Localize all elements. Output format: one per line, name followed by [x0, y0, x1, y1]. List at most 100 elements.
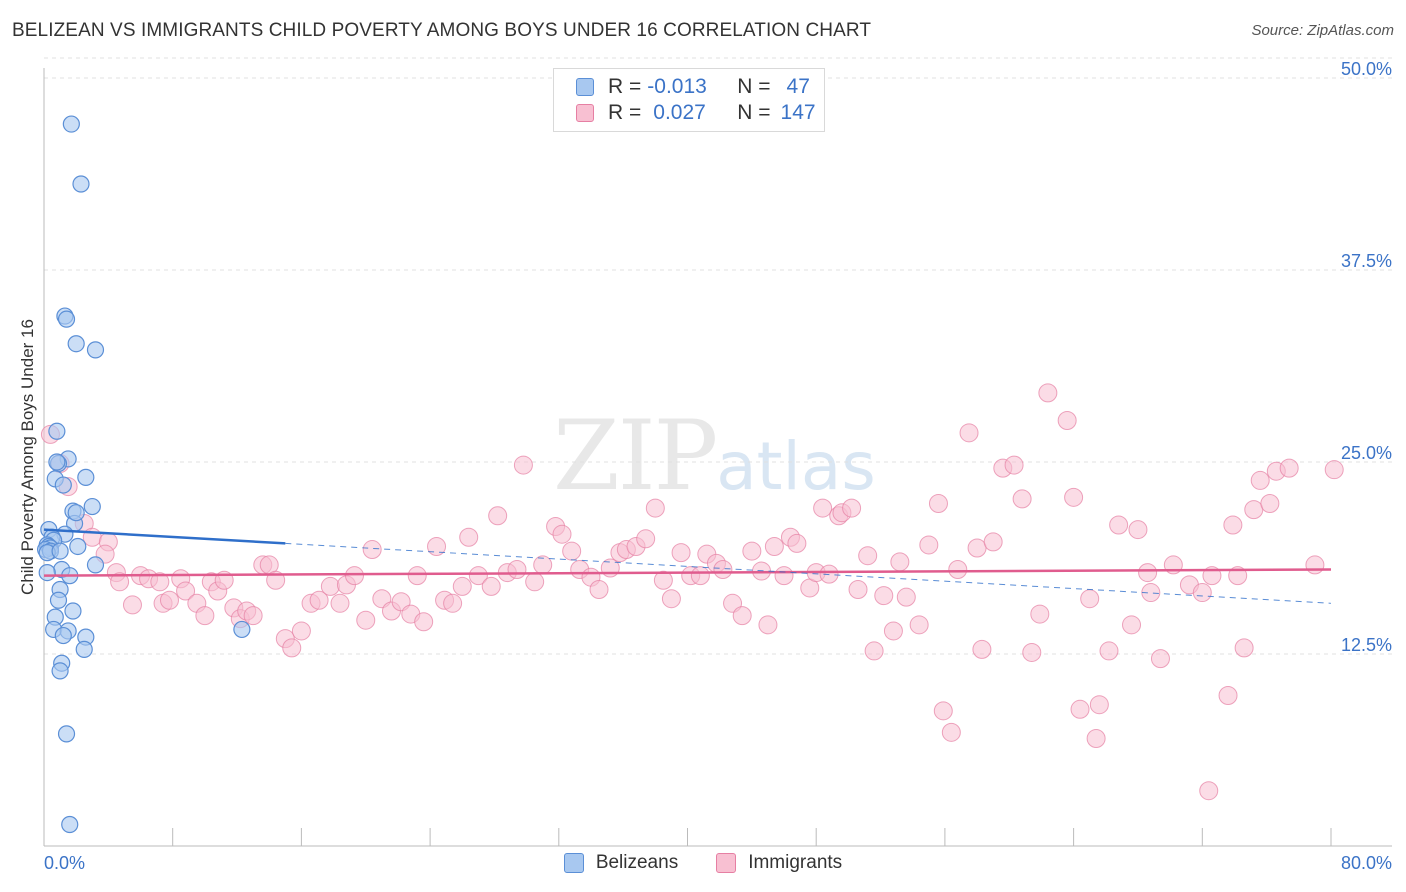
legend-n-value: 147 — [780, 101, 816, 124]
belizeans-trend-extension — [285, 542, 1332, 604]
immigrants-point — [690, 566, 710, 586]
immigrants-point — [1128, 520, 1148, 540]
series-swatch-pink — [716, 853, 737, 873]
belizeans-point — [62, 115, 80, 133]
immigrants-point — [320, 576, 340, 596]
immigrants-point — [948, 560, 968, 580]
immigrants-point — [525, 572, 545, 592]
immigrants-point — [176, 581, 196, 601]
legend-swatch-pink — [576, 104, 594, 122]
immigrants-point — [481, 576, 501, 596]
immigrants-point — [742, 541, 762, 561]
belizeans-point — [67, 504, 85, 522]
immigrants-point — [909, 615, 929, 635]
immigrants-point — [443, 593, 463, 613]
belizeans-point — [38, 563, 56, 582]
belizeans-point — [51, 542, 69, 560]
immigrants-point — [1234, 638, 1254, 658]
belizeans-point — [233, 620, 251, 639]
belizeans-point — [72, 175, 90, 193]
x-tick-label: 80.0% — [1341, 853, 1392, 873]
immigrants-point — [1057, 411, 1077, 431]
series-swatch-blue — [563, 853, 584, 873]
immigrants-point — [959, 423, 979, 443]
belizeans-point — [51, 662, 69, 680]
immigrants-point — [1004, 455, 1024, 475]
immigrants-point — [933, 701, 953, 721]
y-axis-label: Child Poverty Among Boys Under 16 — [18, 319, 37, 595]
belizeans-point — [64, 602, 82, 620]
immigrants-point — [282, 638, 302, 658]
immigrants-point — [858, 546, 878, 566]
immigrants-point — [661, 589, 681, 609]
belizeans-point — [75, 640, 93, 658]
immigrants-point — [1141, 583, 1161, 603]
belizeans-point — [48, 453, 66, 471]
legend-row-immigrants: R = 0.027 N = 147 — [576, 100, 816, 126]
immigrants-point — [1150, 649, 1170, 669]
y-tick-label: 50.0% — [1341, 59, 1392, 79]
belizeans-point — [86, 556, 105, 574]
immigrants-point — [928, 493, 948, 513]
immigrants-point — [459, 527, 479, 547]
immigrants-point — [874, 586, 894, 606]
belizeans-point — [54, 626, 72, 645]
immigrants-point — [414, 612, 434, 632]
immigrants-point — [1122, 615, 1142, 635]
belizeans-point — [54, 476, 72, 494]
immigrants-point — [883, 621, 903, 641]
immigrants-point — [732, 606, 752, 626]
series-legend-belizeans[interactable]: Belizeans — [563, 852, 679, 874]
immigrants-point — [1260, 493, 1280, 513]
immigrants-point — [362, 540, 382, 560]
watermark: ZIPatlas — [553, 400, 876, 512]
y-tick-label: 25.0% — [1341, 443, 1392, 463]
immigrants-point — [452, 576, 472, 596]
legend-r-label: R = — [608, 75, 642, 98]
series-label: Belizeans — [595, 852, 679, 873]
immigrants-point — [356, 610, 376, 630]
legend-swatch-blue — [576, 78, 594, 96]
immigrants-point — [330, 593, 350, 613]
immigrants-point — [941, 722, 961, 742]
immigrants-point — [1192, 583, 1212, 603]
immigrants-point — [159, 590, 179, 610]
immigrants-point — [671, 543, 691, 563]
immigrants-point — [758, 615, 778, 635]
legend-r-label: R = — [608, 101, 642, 124]
immigrants-point — [967, 538, 987, 558]
series-legend-immigrants[interactable]: Immigrants — [716, 852, 842, 874]
immigrants-point — [427, 536, 447, 556]
immigrants-point — [1099, 641, 1119, 661]
series-label: Immigrants — [748, 852, 843, 873]
chart-title: BELIZEAN VS IMMIGRANTS CHILD POVERTY AMO… — [12, 20, 872, 41]
belizeans-point — [57, 310, 76, 328]
immigrants-point — [842, 498, 862, 518]
immigrants-point — [919, 535, 939, 555]
belizeans-point — [49, 591, 68, 609]
x-tick-label: 0.0% — [44, 853, 85, 873]
belizeans-point — [69, 537, 87, 556]
correlation-legend: R = -0.013 N = 47 R = 0.027 N = 147 — [553, 68, 825, 132]
immigrants-point — [764, 536, 784, 556]
immigrants-point — [1279, 458, 1299, 478]
immigrants-point — [1012, 489, 1032, 509]
immigrants-point — [513, 455, 533, 475]
belizeans-point — [83, 497, 101, 516]
immigrants-point — [407, 566, 427, 586]
belizeans-trend-line — [43, 528, 286, 545]
immigrants-point — [1324, 460, 1344, 480]
immigrants-point — [864, 641, 884, 661]
legend-n-label: N = — [737, 75, 771, 98]
immigrants-point — [787, 533, 807, 553]
series-legend: Belizeans Immigrants — [0, 852, 1406, 874]
immigrants-point — [1244, 500, 1264, 520]
y-tick-label: 12.5% — [1341, 635, 1392, 655]
immigrants-point — [1109, 515, 1129, 535]
immigrants-point — [1030, 604, 1050, 624]
immigrants-point — [468, 566, 488, 586]
immigrants-point — [110, 572, 130, 592]
immigrants-point — [195, 606, 215, 626]
legend-r-value: -0.013 — [647, 75, 707, 98]
